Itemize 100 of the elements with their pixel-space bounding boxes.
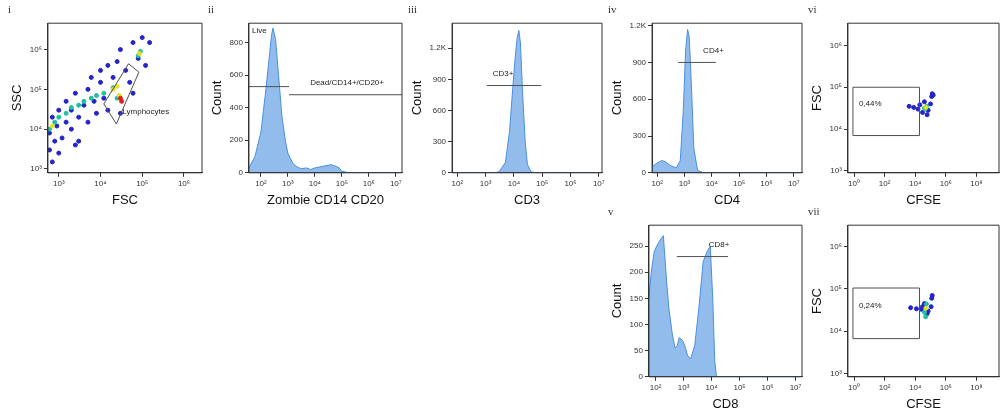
y-axis-title: Count xyxy=(209,80,225,116)
chart-title: iv xyxy=(608,3,618,16)
x-tick-label: 10⁰ xyxy=(848,382,860,392)
x-tick-label: 10⁵ xyxy=(536,178,549,188)
x-tick-label: 10² xyxy=(649,382,662,392)
x-tick-label: 10⁵ xyxy=(136,178,149,188)
y-tick-label: 400 xyxy=(229,102,244,112)
y-tick-label: 10⁵ xyxy=(829,284,842,294)
x-tick-label: 10² xyxy=(255,178,268,188)
x-tick-label: 10⁵ xyxy=(335,178,348,188)
x-tick-label: 10⁷ xyxy=(389,178,402,188)
x-tick-label: 10⁶ xyxy=(564,178,577,188)
y-axis-title: Count xyxy=(609,80,625,116)
y-tick-label: 900 xyxy=(632,57,647,67)
x-tick-label: 10³ xyxy=(479,178,492,188)
x-tick-label: 10⁸ xyxy=(970,178,983,188)
y-tick-label: 300 xyxy=(432,136,447,146)
x-tick-label: 10² xyxy=(878,382,891,392)
annotation: Dead/CD14+/CD20+ xyxy=(310,77,385,87)
x-axis-title: CFSE xyxy=(906,395,942,411)
annotation: 0,24% xyxy=(858,300,882,310)
annotation: CD8+ xyxy=(708,239,730,249)
x-tick-label: 10⁵ xyxy=(733,178,746,188)
x-tick-label: 10⁶ xyxy=(362,178,375,188)
chart-title: vii xyxy=(808,205,820,218)
x-tick-label: 10³ xyxy=(282,178,295,188)
x-axis-title: CD8 xyxy=(712,395,739,411)
y-tick-label: 10⁴ xyxy=(829,124,843,134)
y-tick-label: 10⁴ xyxy=(29,124,43,134)
y-tick-label: 10⁶ xyxy=(829,40,842,50)
x-axis-title: CD3 xyxy=(514,191,541,207)
y-tick-label: 1.2K xyxy=(629,20,647,30)
x-tick-label: 10⁴ xyxy=(94,178,108,188)
y-tick-label: 0 xyxy=(238,168,244,177)
x-axis-title: FSC xyxy=(111,191,138,207)
y-tick-label: 10⁵ xyxy=(829,82,842,92)
annotation: CD3+ xyxy=(492,68,514,78)
x-tick-label: 10⁷ xyxy=(789,382,802,392)
annotation: 0,44% xyxy=(858,98,882,108)
x-tick-label: 10⁰ xyxy=(848,178,860,188)
chart-title: ii xyxy=(208,3,215,16)
x-tick-label: 10² xyxy=(651,178,664,188)
x-tick-label: 10⁴ xyxy=(705,178,719,188)
y-tick-label: 10³ xyxy=(830,166,843,176)
x-tick-label: 10⁶ xyxy=(939,178,952,188)
annotation: CD4+ xyxy=(703,45,725,55)
y-tick-label: 600 xyxy=(432,105,447,115)
x-tick-label: 10⁷ xyxy=(592,178,605,188)
x-tick-label: 10³ xyxy=(678,178,691,188)
x-axis-title: CD4 xyxy=(714,191,741,207)
chart-title: v xyxy=(608,205,614,218)
annotation: Live xyxy=(251,26,268,36)
y-tick-label: 100 xyxy=(629,319,644,329)
x-axis-title: CFSE xyxy=(906,191,942,207)
y-tick-label: 600 xyxy=(229,70,244,80)
y-tick-label: 10⁴ xyxy=(829,326,843,336)
y-tick-label: 10⁶ xyxy=(29,44,42,54)
x-tick-label: 10⁶ xyxy=(761,382,774,392)
x-tick-label: 10⁴ xyxy=(308,178,322,188)
x-tick-label: 10³ xyxy=(677,382,690,392)
x-tick-label: 10⁸ xyxy=(970,382,983,392)
x-tick-label: 10⁶ xyxy=(939,382,952,392)
y-tick-label: 0 xyxy=(641,168,647,177)
y-axis-title: FSC xyxy=(809,288,825,314)
y-tick-label: 150 xyxy=(629,293,644,303)
y-tick-label: 10³ xyxy=(30,164,43,174)
x-tick-label: 10² xyxy=(451,178,464,188)
x-tick-label: 10⁶ xyxy=(760,178,773,188)
y-tick-label: 0 xyxy=(441,168,447,177)
y-tick-label: 10⁶ xyxy=(829,241,842,251)
y-axis-title: Count xyxy=(409,80,425,116)
y-tick-label: 50 xyxy=(634,345,644,355)
y-tick-label: 200 xyxy=(229,135,244,145)
x-tick-label: 10⁷ xyxy=(787,178,800,188)
y-tick-label: 250 xyxy=(629,241,644,251)
x-tick-label: 10⁶ xyxy=(177,178,191,188)
y-tick-label: 900 xyxy=(432,74,447,84)
y-tick-label: 200 xyxy=(629,267,644,277)
x-tick-label: 10⁵ xyxy=(733,382,746,392)
x-tick-label: 10³ xyxy=(52,178,65,188)
y-tick-label: 800 xyxy=(229,37,244,47)
x-axis-title: Zombie CD14 CD20 xyxy=(266,191,384,207)
x-tick-label: 10⁴ xyxy=(909,382,922,392)
x-tick-label: 10⁴ xyxy=(705,382,719,392)
y-tick-label: 10³ xyxy=(830,368,843,378)
y-tick-label: 0 xyxy=(638,372,644,381)
y-axis-title: FSC xyxy=(809,85,825,111)
chart-title: i xyxy=(8,3,12,16)
y-tick-label: 600 xyxy=(632,94,647,104)
chart-title: iii xyxy=(408,3,418,16)
x-tick-label: 10⁴ xyxy=(507,178,521,188)
y-tick-label: 10⁵ xyxy=(29,84,42,94)
x-tick-label: 10⁴ xyxy=(909,178,922,188)
y-tick-label: 1.2K xyxy=(429,43,447,53)
chart-title: vi xyxy=(808,3,817,16)
annotation: Lymphocytes xyxy=(122,107,170,117)
y-axis-title: SSC xyxy=(9,84,25,112)
y-axis-title: Count xyxy=(609,283,625,319)
y-tick-label: 300 xyxy=(632,131,647,141)
x-tick-label: 10² xyxy=(878,178,891,188)
